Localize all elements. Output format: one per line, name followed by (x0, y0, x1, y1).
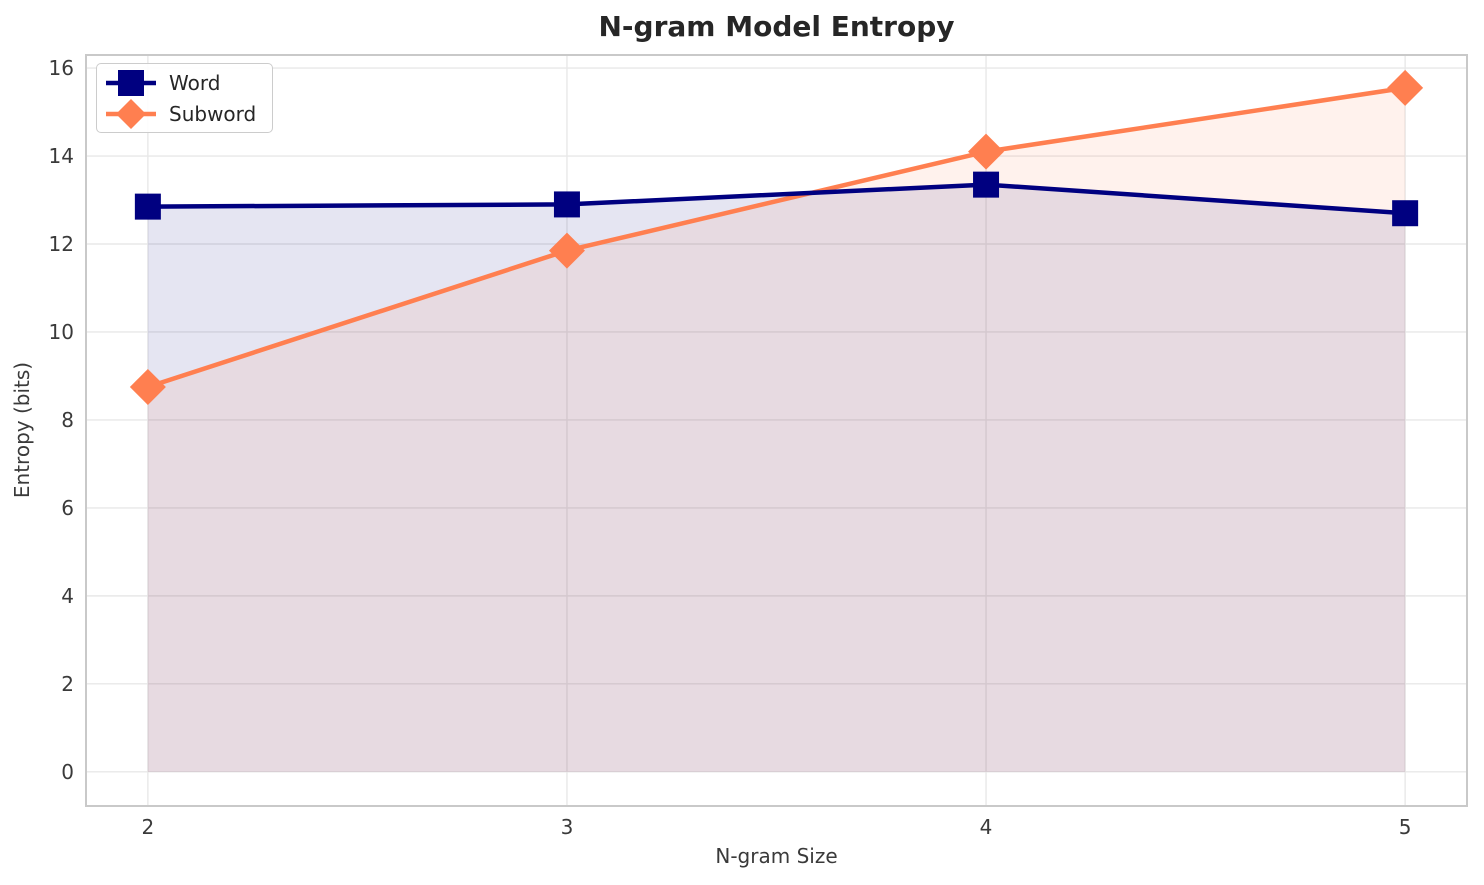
y-tick-label: 0 (61, 759, 74, 784)
plot-border (85, 54, 1468, 807)
subword-marker (548, 232, 585, 269)
subword-marker (968, 133, 1005, 170)
subword-marker (1387, 69, 1424, 106)
plot-area (85, 54, 1468, 807)
legend: Word Subword (96, 63, 274, 133)
legend-item-subword: Subword (105, 98, 256, 129)
x-tick-label: 2 (141, 815, 155, 839)
word-marker (553, 191, 580, 218)
y-tick-label: 4 (61, 583, 74, 608)
y-tick-label: 10 (48, 319, 74, 344)
chart-title: N-gram Model Entropy (598, 10, 955, 43)
word-square-marker-icon (106, 69, 156, 96)
word-line (145, 182, 1408, 216)
word-marker (973, 171, 1000, 198)
subword-line (145, 85, 1408, 390)
x-tick-label: 3 (560, 815, 574, 839)
legend-label-subword: Subword (169, 101, 257, 126)
x-axis-label: N-gram Size (715, 844, 838, 868)
y-tick-label: 12 (48, 232, 74, 256)
y-tick-label: 16 (48, 56, 74, 81)
word-marker (1392, 200, 1419, 227)
word-area-fill (147, 184, 1406, 772)
y-tick-label: 6 (61, 495, 74, 520)
x-tick-label: 4 (979, 815, 993, 839)
legend-label-word: Word (169, 70, 221, 95)
y-tick-label: 2 (61, 671, 74, 696)
word-marker (134, 193, 161, 220)
subword-area-fill (147, 87, 1406, 772)
x-tick-label: 5 (1398, 815, 1412, 839)
y-tick-label: 8 (61, 407, 74, 432)
legend-item-word: Word (105, 67, 256, 98)
subword-diamond-marker-icon (106, 98, 156, 129)
chart-canvas (85, 54, 1468, 807)
y-tick-label: 14 (48, 144, 74, 169)
